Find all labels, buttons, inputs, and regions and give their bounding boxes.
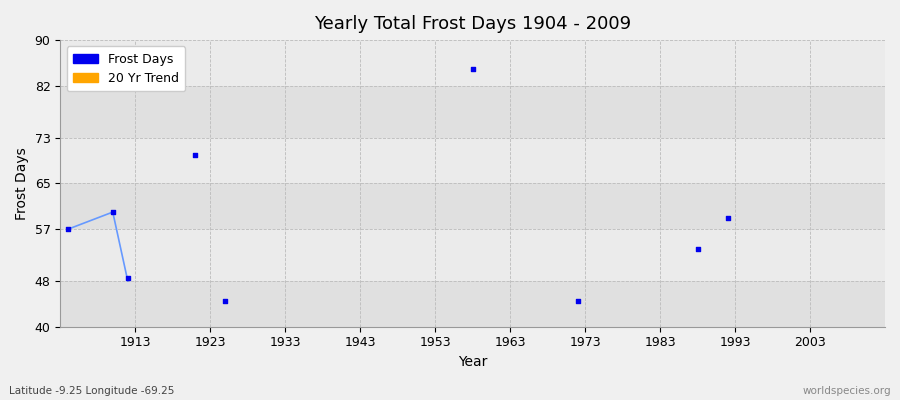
- Bar: [60, 138, 885, 184]
- Bar: [60, 184, 885, 229]
- Point: [121, 275, 135, 281]
- Point: [105, 209, 120, 215]
- X-axis label: Year: Year: [458, 355, 487, 369]
- Point: [188, 152, 202, 158]
- Y-axis label: Frost Days: Frost Days: [15, 147, 29, 220]
- Bar: [60, 86, 885, 138]
- Point: [218, 298, 232, 304]
- Text: Latitude -9.25 Longitude -69.25: Latitude -9.25 Longitude -69.25: [9, 386, 175, 396]
- Point: [720, 215, 734, 221]
- Point: [60, 226, 75, 232]
- Bar: [60, 40, 885, 86]
- Point: [465, 66, 480, 72]
- Legend: Frost Days, 20 Yr Trend: Frost Days, 20 Yr Trend: [67, 46, 185, 91]
- Bar: [60, 229, 885, 281]
- Bar: [60, 281, 885, 327]
- Title: Yearly Total Frost Days 1904 - 2009: Yearly Total Frost Days 1904 - 2009: [314, 15, 631, 33]
- Text: worldspecies.org: worldspecies.org: [803, 386, 891, 396]
- Point: [690, 246, 705, 252]
- Point: [571, 298, 585, 304]
